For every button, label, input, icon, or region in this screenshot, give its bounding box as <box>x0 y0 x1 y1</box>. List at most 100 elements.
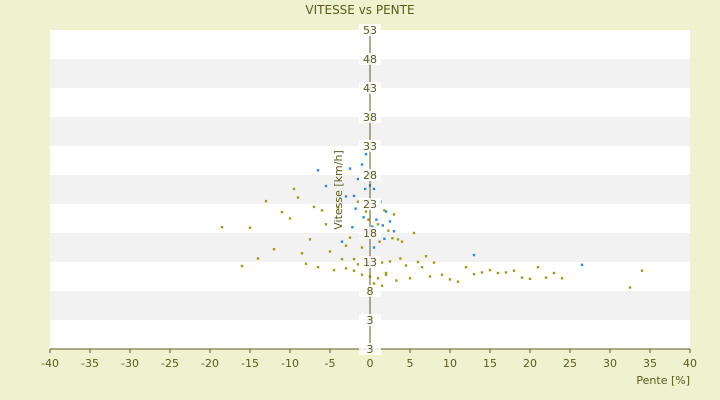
data-point <box>396 238 400 241</box>
data-point <box>362 216 365 219</box>
data-point <box>320 209 324 212</box>
data-point <box>464 266 468 269</box>
data-point <box>292 187 296 191</box>
data-point <box>378 240 381 243</box>
data-point <box>372 246 376 249</box>
y-tick-label: 13 <box>363 256 377 269</box>
y-tick-label-bg <box>359 82 381 94</box>
data-point <box>340 240 344 243</box>
data-point <box>504 271 508 274</box>
data-point <box>640 269 644 272</box>
y-tick-label-bg <box>359 256 381 268</box>
y-tick-label-bg <box>359 169 381 181</box>
data-point <box>448 278 452 281</box>
data-point <box>344 267 348 270</box>
data-point <box>387 229 390 232</box>
data-point <box>412 231 416 235</box>
y-tick-label: 48 <box>363 53 377 66</box>
x-tick-label: 5 <box>407 357 414 370</box>
data-point <box>340 257 344 261</box>
data-point <box>352 194 356 198</box>
y-tick-label-bg <box>359 314 381 326</box>
data-point <box>316 169 320 172</box>
x-tick-label: -5 <box>325 357 336 370</box>
data-point <box>392 230 396 233</box>
data-point <box>354 207 357 210</box>
data-point <box>392 213 396 216</box>
x-tick-label: 25 <box>563 357 577 370</box>
x-tick-label: 40 <box>683 357 697 370</box>
y-tick-label-bg <box>359 53 381 65</box>
data-point <box>512 269 516 272</box>
data-point <box>408 277 412 280</box>
data-point <box>344 244 348 247</box>
data-point <box>312 205 316 209</box>
data-point <box>352 257 356 261</box>
data-point <box>552 271 556 275</box>
data-point <box>376 277 380 280</box>
data-point <box>400 240 404 243</box>
data-point <box>456 280 460 283</box>
data-point <box>520 276 524 279</box>
data-point <box>480 271 484 274</box>
data-point <box>360 246 364 249</box>
x-tick-label: -35 <box>81 357 99 370</box>
x-tick-label: 30 <box>603 357 617 370</box>
data-point <box>240 264 244 268</box>
y-tick-label-bg <box>359 285 381 297</box>
x-tick-label: 20 <box>523 357 537 370</box>
x-tick-label: -15 <box>241 357 259 370</box>
data-point <box>352 269 356 272</box>
x-tick-label: 0 <box>367 357 374 370</box>
y-tick-label-bg <box>359 227 381 239</box>
data-point <box>364 210 368 213</box>
data-point <box>280 210 284 214</box>
data-point <box>388 220 392 223</box>
data-point <box>256 257 260 260</box>
x-tick-label: -25 <box>161 357 179 370</box>
data-point <box>332 268 336 272</box>
data-point <box>399 257 402 260</box>
data-point <box>536 266 540 269</box>
y-tick-label: 43 <box>363 82 377 95</box>
data-point <box>395 279 398 282</box>
data-point <box>383 237 386 240</box>
data-point <box>384 210 388 213</box>
data-point <box>391 237 394 240</box>
x-tick-label: -20 <box>201 357 219 370</box>
x-axis-ticks: -40 -35 -30 -25 -20 -15 -10 -5 0 5 10 15 20 25 30 35 40 <box>41 349 697 370</box>
data-point <box>348 236 352 239</box>
data-point <box>384 273 388 276</box>
data-point <box>371 225 374 228</box>
data-point <box>364 152 368 156</box>
x-tick-label: -10 <box>281 357 299 370</box>
data-point <box>404 264 408 267</box>
data-point <box>264 199 268 203</box>
data-point <box>351 226 354 229</box>
data-point <box>380 284 384 287</box>
data-point <box>424 255 428 258</box>
data-point <box>300 252 304 255</box>
data-point <box>308 238 312 241</box>
data-point <box>560 277 564 280</box>
data-point <box>356 177 360 181</box>
data-point <box>580 263 584 267</box>
data-point <box>348 167 352 170</box>
y-tick-label-bg <box>359 343 381 355</box>
data-point <box>324 184 328 188</box>
data-point <box>220 226 224 229</box>
data-point <box>336 206 340 209</box>
x-tick-label: -30 <box>121 357 139 370</box>
data-point <box>316 266 320 269</box>
y-tick-label: 8 <box>367 285 374 298</box>
y-tick-label: 53 <box>363 24 377 37</box>
x-axis-label: Pente [%] <box>636 374 690 387</box>
x-tick-label: 35 <box>643 357 657 370</box>
chart-title: VITESSE vs PENTE <box>305 3 414 17</box>
data-point <box>360 163 364 166</box>
x-tick-label: 10 <box>443 357 457 370</box>
y-tick-label-bg <box>359 111 381 123</box>
